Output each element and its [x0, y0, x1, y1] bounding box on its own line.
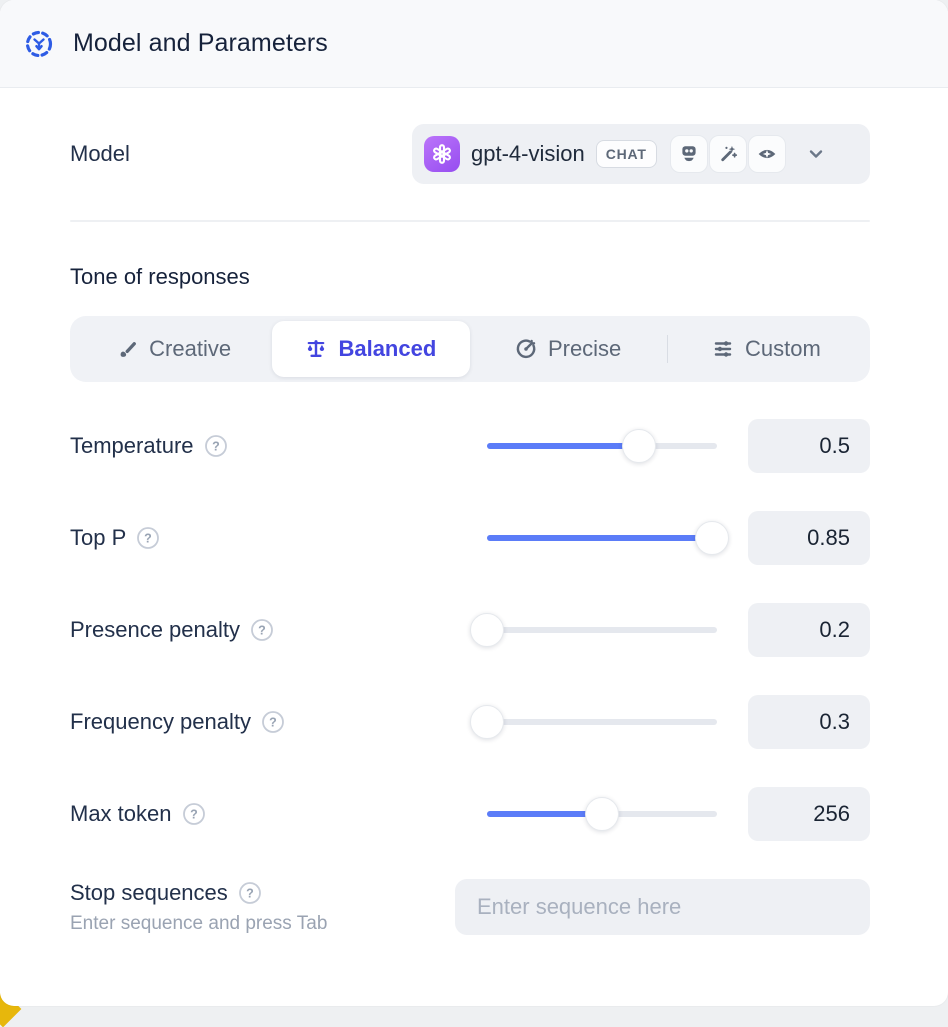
tab-creative[interactable]: Creative — [75, 321, 272, 377]
parameter-label: Temperature ? — [70, 433, 456, 459]
slider-thumb[interactable] — [585, 797, 619, 831]
parameter-row-top-p: Top P ? 0.85 — [70, 492, 870, 584]
parameter-label: Max token ? — [70, 801, 456, 827]
tab-separator — [666, 335, 668, 363]
tab-balanced[interactable]: Balanced — [272, 321, 470, 377]
frequency-penalty-value[interactable]: 0.3 — [748, 695, 870, 749]
slider-thumb[interactable] — [470, 613, 504, 647]
selected-model-name: gpt-4-vision — [471, 141, 585, 166]
panel-title: Model and Parameters — [73, 29, 328, 57]
target-arrow-icon — [515, 338, 537, 360]
presence-penalty-value[interactable]: 0.2 — [748, 603, 870, 657]
frequency-penalty-slider[interactable] — [470, 705, 717, 739]
max-token-value[interactable]: 256 — [748, 787, 870, 841]
parameter-row-frequency-penalty: Frequency penalty ? 0.3 — [70, 676, 870, 768]
top-p-slider[interactable] — [487, 521, 730, 555]
help-icon[interactable]: ? — [261, 710, 285, 734]
parameter-row-temperature: Temperature ? 0.5 — [70, 400, 870, 492]
svg-text:?: ? — [190, 807, 198, 821]
parameter-row-max-token: Max token ? 256 — [70, 768, 870, 860]
help-icon[interactable]: ? — [204, 434, 228, 458]
top-p-value[interactable]: 0.85 — [748, 511, 870, 565]
help-icon[interactable]: ? — [136, 526, 160, 550]
capability-badges — [669, 135, 786, 173]
stop-sequences-helper: Enter sequence and press Tab — [70, 912, 328, 934]
model-parameters-icon — [24, 29, 54, 59]
tone-tabs: Creative Balanced — [70, 316, 870, 382]
svg-text:?: ? — [212, 439, 220, 453]
model-row: Model gpt-4-vision CH — [70, 124, 870, 184]
slider-thumb[interactable] — [695, 521, 730, 555]
tab-label: Precise — [547, 336, 622, 361]
panel-header: Model and Parameters — [0, 0, 948, 88]
magic-wand-icon — [708, 135, 747, 173]
tab-label: Custom — [744, 336, 821, 361]
balance-scale-icon — [305, 338, 327, 360]
paintbrush-icon — [116, 338, 138, 360]
vision-eye-icon — [747, 135, 786, 173]
model-parameters-panel: Model and Parameters Model — [0, 0, 948, 1006]
model-label: Model — [70, 141, 130, 166]
help-icon[interactable]: ? — [238, 881, 262, 905]
presence-penalty-slider[interactable] — [470, 613, 717, 647]
svg-text:?: ? — [144, 531, 152, 545]
chevron-down-icon — [805, 143, 827, 165]
svg-text:?: ? — [246, 886, 254, 900]
model-select-dropdown[interactable]: gpt-4-vision CHAT — [412, 124, 870, 184]
tone-heading: Tone of responses — [70, 264, 250, 289]
parameter-label: Frequency penalty ? — [70, 709, 456, 735]
parameter-label: Top P ? — [70, 525, 456, 551]
slider-thumb[interactable] — [470, 705, 504, 739]
tab-label: Creative — [149, 336, 232, 361]
temperature-slider[interactable] — [487, 429, 717, 463]
temperature-value[interactable]: 0.5 — [748, 419, 870, 473]
sliders-icon — [712, 338, 734, 360]
openai-logo — [424, 136, 460, 172]
max-token-slider[interactable] — [487, 797, 717, 831]
svg-text:?: ? — [269, 715, 277, 729]
stop-sequences-label: Stop sequences ? — [70, 880, 327, 906]
help-icon[interactable]: ? — [250, 618, 274, 642]
slider-thumb[interactable] — [621, 429, 656, 463]
section-divider — [70, 220, 870, 222]
robot-icon — [669, 135, 708, 173]
tab-custom[interactable]: Custom — [668, 321, 865, 377]
stop-sequences-row: Stop sequences ? Enter sequence and pres… — [70, 879, 870, 935]
stop-sequence-input[interactable] — [455, 879, 870, 935]
parameter-label: Presence penalty ? — [70, 617, 456, 643]
parameters-list: Temperature ? 0.5 Top P ? — [70, 400, 870, 860]
tab-label: Balanced — [338, 336, 437, 361]
parameter-row-presence-penalty: Presence penalty ? 0.2 — [70, 584, 870, 676]
model-type-badge: CHAT — [595, 140, 657, 168]
tab-precise[interactable]: Precise — [470, 321, 667, 377]
stop-sequences-labels: Stop sequences ? Enter sequence and pres… — [70, 880, 327, 935]
svg-text:?: ? — [258, 623, 266, 637]
help-icon[interactable]: ? — [182, 802, 206, 826]
